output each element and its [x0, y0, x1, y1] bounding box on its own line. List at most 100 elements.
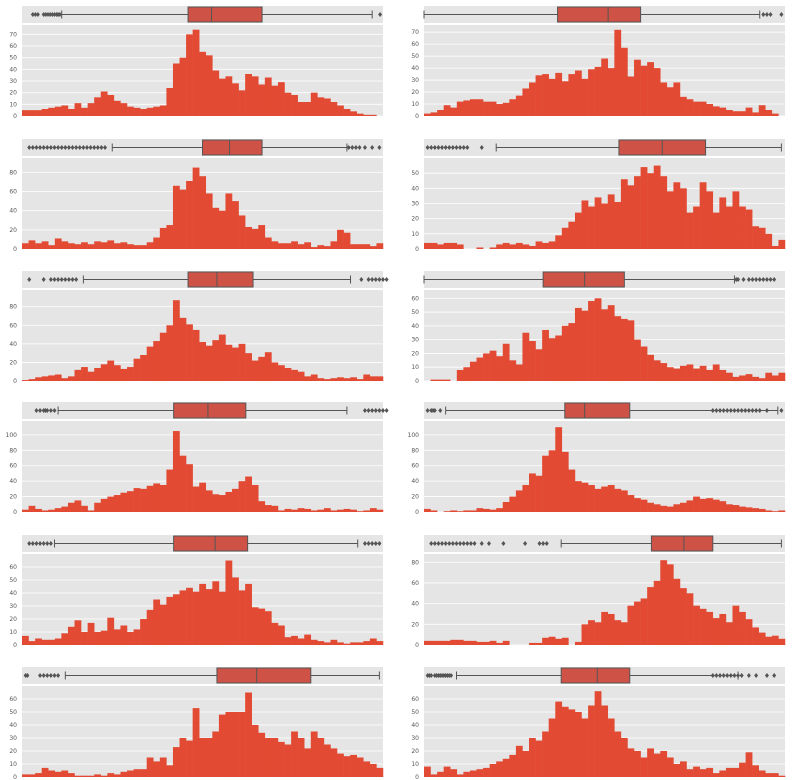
histogram-bar: [107, 360, 115, 381]
histogram-bar: [48, 245, 56, 249]
outlier-point: [458, 145, 463, 150]
outlier-point: [739, 408, 744, 413]
histogram-bar: [48, 509, 56, 512]
histogram-bar: [653, 165, 661, 249]
outlier-point: [34, 145, 39, 150]
subplot-3: 0 20 40 60 80: [9, 139, 384, 253]
histogram-bar: [568, 709, 576, 777]
y-tick-label: 20: [411, 621, 419, 628]
histogram-bar: [350, 244, 357, 249]
histogram-bar: [238, 343, 246, 381]
y-tick-label: 50: [9, 577, 17, 584]
outlier-point: [52, 277, 57, 282]
histogram-bar: [483, 353, 490, 381]
outlier-point: [447, 541, 452, 546]
histogram-bar: [330, 510, 338, 512]
histogram-bar: [739, 611, 746, 645]
y-tick-label: 80: [9, 447, 17, 454]
histogram-bar: [61, 506, 69, 512]
histogram-bar: [574, 212, 582, 249]
y-tick-label: 60: [411, 41, 419, 48]
histogram-bar: [535, 241, 543, 249]
histogram-bar: [330, 241, 338, 249]
histogram-bar: [660, 505, 668, 512]
histogram-bar: [634, 498, 641, 512]
histogram-bar: [94, 97, 102, 116]
outlier-point: [362, 408, 367, 413]
histogram-bar: [291, 635, 298, 645]
histogram-bar: [686, 769, 694, 777]
histogram-bar: [752, 376, 759, 381]
outlier-point: [84, 145, 89, 150]
histogram-bar: [581, 200, 589, 249]
histogram-bar: [251, 228, 259, 249]
outlier-point: [381, 408, 385, 413]
histogram-bar: [297, 102, 305, 116]
histogram-bar: [601, 58, 609, 116]
iqr-box: [560, 667, 631, 684]
histogram-bar: [666, 87, 674, 116]
histogram-bar: [627, 495, 635, 512]
histogram-bar: [594, 298, 602, 381]
histogram-bar: [699, 365, 707, 381]
outlier-point: [741, 277, 746, 282]
y-tick-label: 70: [9, 31, 17, 38]
histogram-bar: [450, 639, 458, 645]
outlier-point: [447, 145, 452, 150]
histogram-bar: [107, 617, 115, 645]
histogram-bar: [627, 748, 635, 777]
histogram-bar: [424, 766, 431, 777]
histogram-bar: [100, 775, 108, 777]
y-tick-label: 60: [411, 696, 419, 703]
histogram-bar: [363, 374, 371, 381]
histogram-bar: [277, 625, 285, 645]
histogram-bar: [686, 99, 694, 116]
histogram-bar: [22, 243, 29, 249]
histogram-bar: [502, 501, 510, 512]
outlier-point: [52, 408, 57, 413]
y-tick-label: 0: [415, 774, 419, 780]
outlier-point: [77, 145, 82, 150]
iqr-box: [187, 271, 254, 288]
outlier-point: [370, 277, 375, 282]
histogram-bar: [614, 29, 622, 116]
histogram-bar: [522, 485, 530, 512]
histogram-bar: [277, 741, 285, 777]
histogram-bar: [463, 100, 471, 116]
outlier-point: [429, 541, 434, 546]
outlier-point: [57, 12, 62, 17]
histogram-bar: [535, 475, 543, 512]
histogram-bar: [778, 372, 786, 381]
histogram-bar: [94, 774, 102, 777]
histogram-bar: [140, 619, 147, 645]
histogram-bar: [706, 369, 714, 381]
iqr-box: [557, 6, 642, 23]
histogram-bar: [502, 758, 510, 777]
histogram-bar: [264, 237, 272, 249]
subplot-7: 0 20 40 60 80 100: [6, 402, 389, 516]
histogram-bar: [745, 752, 753, 777]
y-tick-label: 0: [13, 378, 17, 385]
histogram-bar: [127, 244, 134, 249]
histogram-bar: [317, 378, 325, 381]
histogram-bar: [443, 511, 451, 512]
histogram-bar: [67, 626, 75, 645]
histogram-bar: [752, 765, 759, 777]
histogram-bar: [127, 367, 134, 381]
histogram-bar: [483, 101, 490, 116]
outlier-point: [41, 277, 46, 282]
histogram-bar: [304, 634, 312, 645]
histogram-bar: [81, 367, 88, 381]
histogram-bar: [133, 245, 141, 249]
outlier-point: [728, 673, 733, 678]
y-tick-label: 60: [9, 189, 17, 196]
histogram-bar: [376, 767, 384, 777]
histogram-bar: [310, 639, 318, 645]
histogram-bar: [310, 247, 318, 249]
histogram-bar: [94, 241, 102, 249]
histogram-bar: [778, 638, 786, 645]
y-tick-label: 100: [6, 432, 18, 439]
histogram-bar: [54, 508, 62, 512]
y-tick-label: 10: [9, 629, 17, 636]
histogram-bar: [620, 179, 628, 249]
